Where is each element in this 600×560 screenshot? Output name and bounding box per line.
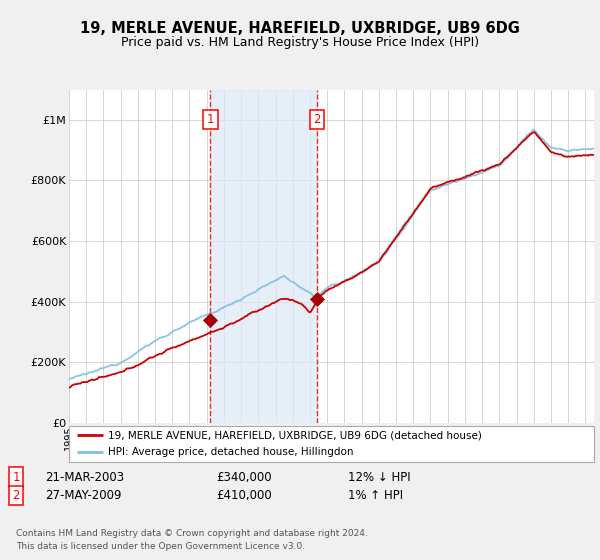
Text: 21-MAR-2003: 21-MAR-2003 — [45, 470, 124, 484]
Text: HPI: Average price, detached house, Hillingdon: HPI: Average price, detached house, Hill… — [109, 447, 354, 457]
Text: Price paid vs. HM Land Registry's House Price Index (HPI): Price paid vs. HM Land Registry's House … — [121, 36, 479, 49]
Text: 2: 2 — [13, 489, 20, 502]
Text: £410,000: £410,000 — [216, 489, 272, 502]
Text: Contains HM Land Registry data © Crown copyright and database right 2024.
This d: Contains HM Land Registry data © Crown c… — [16, 529, 368, 550]
Text: 1: 1 — [207, 113, 214, 126]
Text: 19, MERLE AVENUE, HAREFIELD, UXBRIDGE, UB9 6DG: 19, MERLE AVENUE, HAREFIELD, UXBRIDGE, U… — [80, 21, 520, 36]
Text: 19, MERLE AVENUE, HAREFIELD, UXBRIDGE, UB9 6DG (detached house): 19, MERLE AVENUE, HAREFIELD, UXBRIDGE, U… — [109, 431, 482, 440]
Text: 1: 1 — [13, 470, 20, 484]
Text: £340,000: £340,000 — [216, 470, 272, 484]
Text: 2: 2 — [313, 113, 321, 126]
Text: 27-MAY-2009: 27-MAY-2009 — [45, 489, 121, 502]
Bar — [211, 90, 317, 423]
Text: 12% ↓ HPI: 12% ↓ HPI — [348, 470, 410, 484]
Text: 1% ↑ HPI: 1% ↑ HPI — [348, 489, 403, 502]
